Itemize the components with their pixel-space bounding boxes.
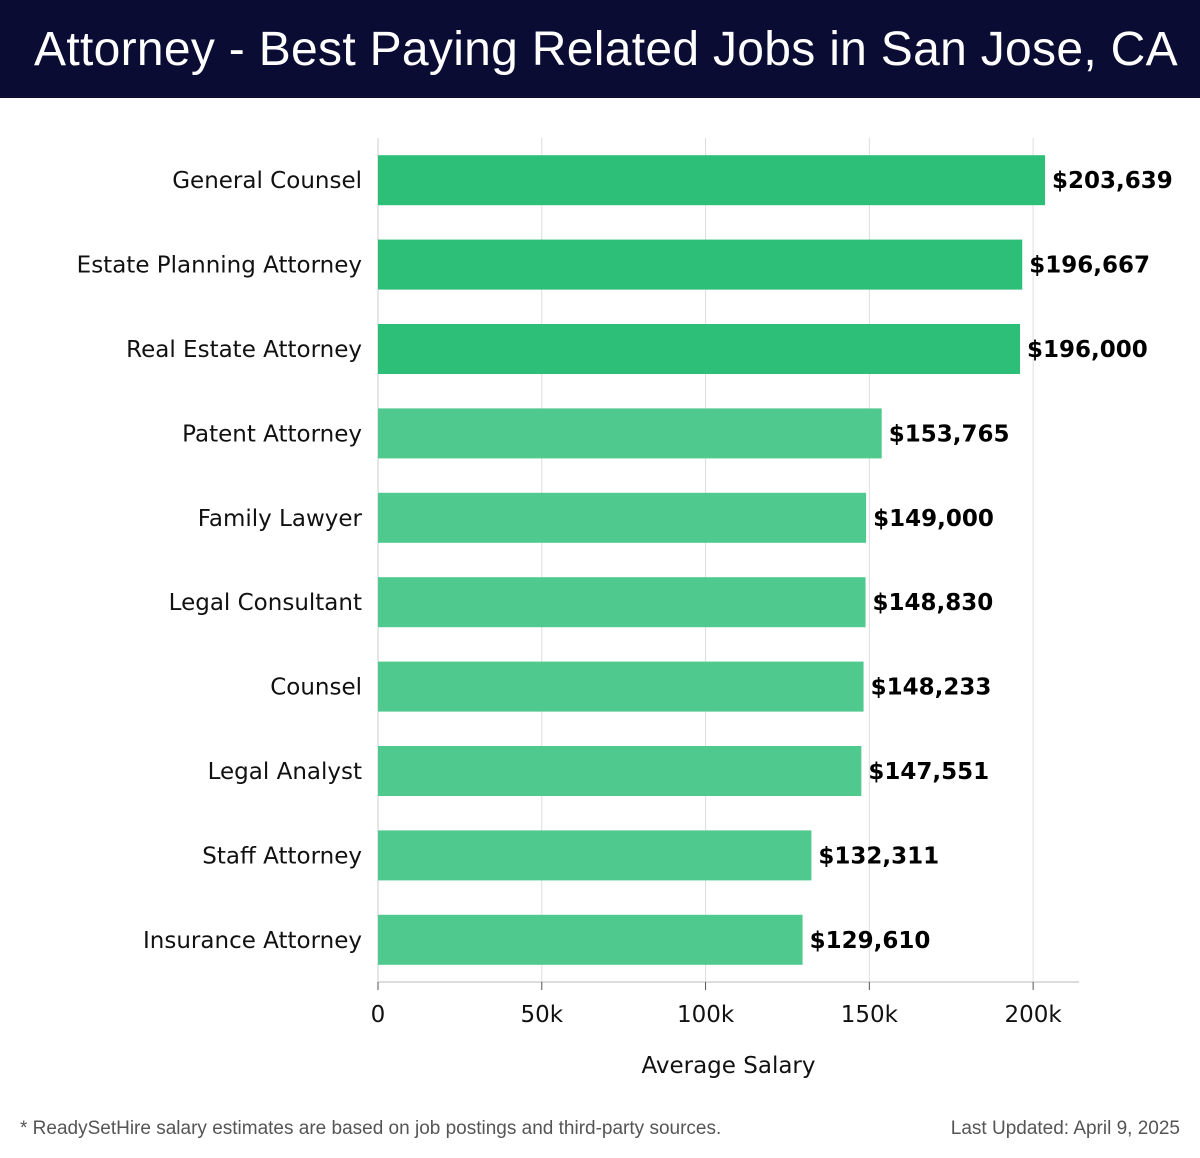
category-label: Estate Planning Attorney — [77, 253, 362, 279]
value-label: $153,765 — [889, 421, 1010, 447]
x-tick-label: 200k — [1005, 1002, 1063, 1028]
value-label: $148,830 — [873, 590, 994, 616]
value-label: $147,551 — [868, 759, 989, 785]
category-label: Legal Analyst — [208, 759, 362, 785]
chart-header: Attorney - Best Paying Related Jobs in S… — [0, 0, 1200, 98]
footnote: * ReadySetHire salary estimates are base… — [20, 1118, 722, 1139]
bar-counsel — [378, 661, 864, 712]
value-label: $148,233 — [871, 675, 992, 701]
last-updated: Last Updated: April 9, 2025 — [950, 1118, 1180, 1139]
bar-insurance-attorney — [378, 914, 803, 965]
value-label: $196,000 — [1027, 337, 1148, 363]
category-label: Counsel — [270, 675, 362, 701]
x-tick-label: 100k — [677, 1002, 735, 1028]
bar-legal-consultant — [378, 577, 866, 628]
bar-staff-attorney — [378, 830, 812, 881]
value-label: $132,311 — [818, 843, 939, 869]
category-label: Staff Attorney — [202, 843, 362, 869]
category-label: Patent Attorney — [182, 421, 362, 447]
category-label: Legal Consultant — [169, 590, 362, 616]
value-label: $129,610 — [810, 928, 931, 954]
value-label: $203,639 — [1052, 168, 1173, 194]
value-label: $149,000 — [873, 506, 994, 532]
bar-chart: General Counsel $203,639 Estate Planning A… — [77, 138, 1173, 1079]
x-tick-label: 0 — [371, 1002, 386, 1028]
bar-general-counsel — [378, 155, 1046, 206]
category-label: Real Estate Attorney — [126, 337, 362, 363]
category-label: General Counsel — [172, 168, 362, 194]
bar-real-estate-attorney — [378, 324, 1021, 374]
x-tick-label: 50k — [520, 1002, 563, 1028]
chart-title: Attorney - Best Paying Related Jobs in S… — [34, 23, 1178, 76]
bar-legal-analyst — [378, 746, 862, 796]
bar-estate-planning-attorney — [378, 239, 1023, 290]
bar-family-lawyer — [378, 492, 867, 543]
category-label: Family Lawyer — [198, 506, 363, 532]
x-axis-title: Average Salary — [641, 1053, 815, 1079]
bar-patent-attorney — [378, 408, 882, 459]
x-tick-label: 150k — [841, 1002, 899, 1028]
value-label: $196,667 — [1029, 253, 1150, 279]
category-label: Insurance Attorney — [143, 928, 362, 954]
